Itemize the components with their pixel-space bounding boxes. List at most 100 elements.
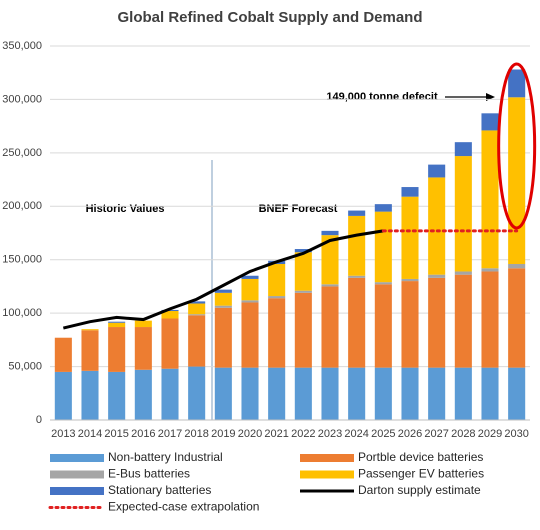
bar-segment — [108, 321, 126, 323]
bar-segment — [454, 142, 472, 157]
bar-segment — [294, 367, 312, 420]
bar-segment — [54, 371, 72, 420]
x-tick-label: 2025 — [371, 428, 395, 440]
bar-segment — [108, 327, 126, 372]
bar-segment — [401, 281, 419, 368]
bar-segment — [348, 367, 366, 420]
bar-segment — [188, 301, 206, 304]
bar-segment — [508, 268, 526, 368]
y-tick-label: 50,000 — [8, 360, 42, 372]
legend-label: Non-battery Industrial — [108, 450, 223, 464]
x-tick-label: 2014 — [78, 428, 102, 440]
bar-segment — [321, 286, 339, 368]
bar-segment — [241, 275, 259, 279]
bar-segment — [481, 271, 499, 368]
x-tick-label: 2024 — [344, 428, 368, 440]
legend-label: Darton supply estimate — [358, 483, 481, 497]
legend-swatch — [50, 454, 104, 462]
x-tick-label: 2029 — [478, 428, 502, 440]
bar-segment — [161, 368, 179, 420]
bar-segment — [481, 113, 499, 131]
bar-segment — [188, 314, 206, 316]
bar-segment — [321, 235, 339, 285]
x-tick-label: 2018 — [184, 428, 208, 440]
bar-segment — [81, 330, 99, 371]
bar-segment — [401, 278, 419, 282]
bar-segment — [348, 215, 366, 276]
annotation: BNEF Forecast — [259, 203, 338, 215]
bar-segment — [108, 371, 126, 420]
bar-segment — [268, 263, 286, 297]
bar-segment — [188, 303, 206, 315]
bar-segment — [374, 284, 392, 368]
y-tick-label: 300,000 — [2, 93, 42, 105]
bar-segment — [348, 210, 366, 216]
bar-segment — [294, 249, 312, 253]
bar-segment — [401, 367, 419, 420]
y-tick-label: 350,000 — [2, 40, 42, 52]
bar-segment — [508, 263, 526, 269]
x-tick-label: 2023 — [318, 428, 342, 440]
x-tick-label: 2022 — [291, 428, 315, 440]
bar-segment — [188, 315, 206, 367]
bar-segment — [481, 367, 499, 420]
legend-swatch — [50, 487, 104, 495]
legend-label: Portble device batteries — [358, 450, 483, 464]
bar-segment — [214, 292, 232, 306]
bar-segment — [454, 367, 472, 420]
legend-label: Passenger EV batteries — [358, 467, 484, 481]
legend-label: Expected-case extrapolation — [108, 500, 259, 514]
legend-swatch — [300, 470, 354, 479]
bar-segment — [214, 305, 232, 308]
x-tick-label: 2026 — [398, 428, 422, 440]
bar-segment — [134, 320, 152, 328]
bar-segment — [454, 156, 472, 272]
bar-segment — [374, 282, 392, 285]
x-tick-label: 2028 — [451, 428, 475, 440]
bar-segment — [161, 311, 179, 319]
bar-segment — [348, 277, 366, 368]
bar-segment — [54, 337, 72, 372]
bar-segment — [508, 367, 526, 420]
bar-segment — [134, 369, 152, 420]
highlight-ellipse — [497, 62, 537, 230]
bar-segment — [428, 177, 446, 275]
y-tick-label: 200,000 — [2, 200, 42, 212]
bar-segment — [268, 367, 286, 420]
legend-label: E-Bus batteries — [108, 467, 190, 481]
chart-title: Global Refined Cobalt Supply and Demand — [117, 9, 422, 26]
bar-segment — [108, 322, 126, 328]
bar-segment — [214, 367, 232, 420]
legend-swatch — [50, 470, 104, 479]
bar-segment — [401, 187, 419, 197]
x-tick-label: 2030 — [504, 428, 528, 440]
x-tick-label: 2020 — [238, 428, 262, 440]
bar-segment — [188, 366, 206, 420]
y-tick-label: 0 — [36, 414, 42, 426]
bar-segment — [241, 302, 259, 368]
bar-segment — [268, 296, 286, 299]
x-tick-label: 2013 — [51, 428, 75, 440]
bar-segment — [214, 307, 232, 368]
bar-segment — [241, 367, 259, 420]
bar-segment — [321, 367, 339, 420]
bar-segment — [241, 278, 259, 301]
bar-segment — [374, 211, 392, 283]
bar-segment — [481, 130, 499, 269]
legend-label: Stationary batteries — [108, 483, 211, 497]
bar-segment — [481, 268, 499, 272]
y-tick-label: 150,000 — [2, 254, 42, 266]
x-tick-label: 2021 — [264, 428, 288, 440]
bar-segment — [321, 230, 339, 236]
bar-segment — [454, 271, 472, 275]
legend-swatch — [300, 454, 354, 462]
bar-segment — [428, 274, 446, 278]
bar-segment — [294, 292, 312, 368]
y-tick-label: 250,000 — [2, 147, 42, 159]
bar-segment — [428, 277, 446, 368]
bar-segment — [428, 164, 446, 178]
bar-segment — [268, 298, 286, 368]
bar-segment — [134, 327, 152, 370]
y-tick-label: 100,000 — [2, 307, 42, 319]
